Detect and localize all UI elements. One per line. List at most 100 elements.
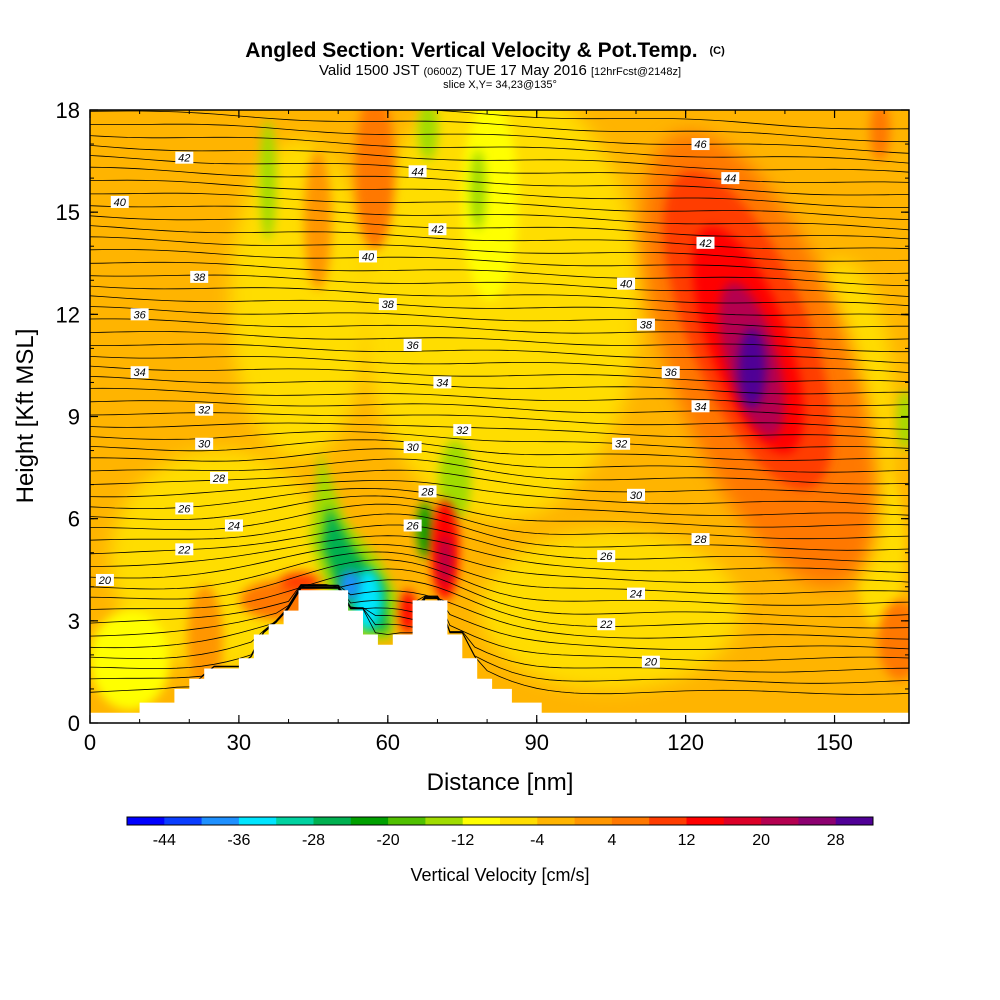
ascent-streak <box>870 110 890 160</box>
isentrope-line <box>90 412 909 430</box>
isentrope-line <box>90 458 909 485</box>
isentrope-line <box>90 513 909 551</box>
contour-label-background <box>224 519 243 532</box>
x-axis: 0 30 60 90 120 150 <box>84 110 885 755</box>
y-tick-label: 12 <box>56 302 80 327</box>
x-tick-label: 60 <box>376 730 400 755</box>
colorbar-swatch <box>201 817 240 825</box>
isentrope-line <box>90 524 909 563</box>
contour-label-background <box>428 223 447 236</box>
colorbar-tick-label: -20 <box>377 832 400 849</box>
isentrope-line <box>90 110 909 143</box>
contour-label: 20 <box>644 657 658 669</box>
contour-label-background <box>636 318 655 331</box>
isentrope-line <box>90 431 909 450</box>
colorbar-tick-label: -4 <box>530 832 544 849</box>
contour-label: 24 <box>227 520 240 532</box>
contour-label: 44 <box>724 173 736 185</box>
isentrope-line <box>90 551 909 595</box>
slice-info: slice X,Y= 34,23@135° <box>443 79 557 91</box>
colorbar-swatch <box>500 817 538 825</box>
contour-label-background <box>175 502 194 515</box>
colorbar-tick-label: 12 <box>678 832 696 849</box>
y-tick-label: 9 <box>68 405 80 430</box>
contour-label: 44 <box>411 166 423 178</box>
ascent-streak <box>878 600 909 680</box>
valid-time: Valid 1500 JST (0600Z) TUE 17 May 2016 [… <box>319 62 681 79</box>
isentrope-line <box>90 544 909 583</box>
contour-label: 26 <box>406 520 420 532</box>
contour-label-background <box>418 485 437 498</box>
contour-label-background <box>403 338 422 351</box>
isentrope-line <box>90 306 909 328</box>
isentrope-line <box>90 205 909 231</box>
weak-ascent-zone <box>360 110 640 520</box>
isentrope-line <box>90 495 909 528</box>
contour-label-background <box>641 655 660 668</box>
contour-label-background <box>612 437 631 450</box>
y-tick-label: 6 <box>68 507 80 532</box>
isentrope-line <box>90 585 909 650</box>
updraft-core <box>439 535 451 585</box>
x-tick-label: 150 <box>816 730 853 755</box>
isentrope-line <box>90 400 909 419</box>
isentrope-line <box>90 559 909 606</box>
colorbar-swatch <box>611 817 650 825</box>
contour-label-background <box>408 165 427 178</box>
contour-label: 30 <box>407 442 420 454</box>
contour-label-background <box>691 400 710 413</box>
contour-label-background <box>721 172 740 185</box>
colorbar-tick-label: -28 <box>302 832 325 849</box>
isentrope-line <box>90 285 909 307</box>
colorbar-swatch <box>462 817 501 825</box>
isentrope-line <box>90 135 909 164</box>
contour-label-background <box>110 195 129 208</box>
isentrope-line <box>90 295 909 316</box>
isentrope-line <box>90 535 909 574</box>
contour-label-background <box>130 366 149 379</box>
contour-label: 28 <box>212 473 226 485</box>
contour-label: 30 <box>630 490 643 502</box>
isentrope-line <box>90 123 909 154</box>
descent-streak <box>418 110 438 160</box>
y-tick-label: 0 <box>68 711 80 736</box>
weak-ascent-zone <box>90 610 170 710</box>
colorbar-swatch <box>537 817 575 825</box>
isentrope-line <box>90 584 909 640</box>
isentrope-lines <box>90 110 909 695</box>
isentrope-line <box>90 225 909 250</box>
colorbar-swatch <box>574 817 613 825</box>
colorbar-swatch <box>313 817 352 825</box>
colorbar-tick-label: 28 <box>827 832 845 849</box>
contour-label: 46 <box>694 139 707 151</box>
isentrope-line <box>90 579 909 629</box>
updraft-region <box>738 328 766 408</box>
contour-label-background <box>175 151 194 164</box>
contour-label-background <box>130 308 149 321</box>
colorbar-swatch <box>761 817 799 825</box>
descent-streak <box>897 390 909 450</box>
colorbar-tick-label: -36 <box>227 832 250 849</box>
isentrope-line <box>90 588 909 695</box>
colorbar-swatch <box>686 817 725 825</box>
contour-label-background <box>195 437 214 450</box>
colorbar-label: Vertical Velocity [cm/s] <box>410 865 589 885</box>
isentrope-line <box>90 448 909 473</box>
colorbar-swatch <box>798 817 837 825</box>
x-tick-label: 90 <box>524 730 548 755</box>
contour-label: 38 <box>382 299 395 311</box>
colorbar-swatch <box>835 817 874 825</box>
colorbar: -44 -36 -28 -20 -12 -4 4 12 20 28 <box>126 816 874 849</box>
contour-label: 36 <box>407 340 420 352</box>
ascent-streak <box>304 150 332 290</box>
contour-label: 24 <box>629 589 642 601</box>
weak-ascent-zone <box>480 530 740 690</box>
contour-label: 38 <box>193 272 206 284</box>
contour-label: 32 <box>198 405 210 417</box>
contour-label: 40 <box>362 251 375 263</box>
contour-label: 28 <box>693 534 707 546</box>
contour-label: 32 <box>456 425 468 437</box>
colorbar-swatch <box>127 817 165 825</box>
contour-label: 22 <box>599 619 612 631</box>
contour-labels: 46 44 44 42 42 42 40 40 40 38 38 38 36 36 36 34 34 34 32 32… <box>95 138 740 669</box>
